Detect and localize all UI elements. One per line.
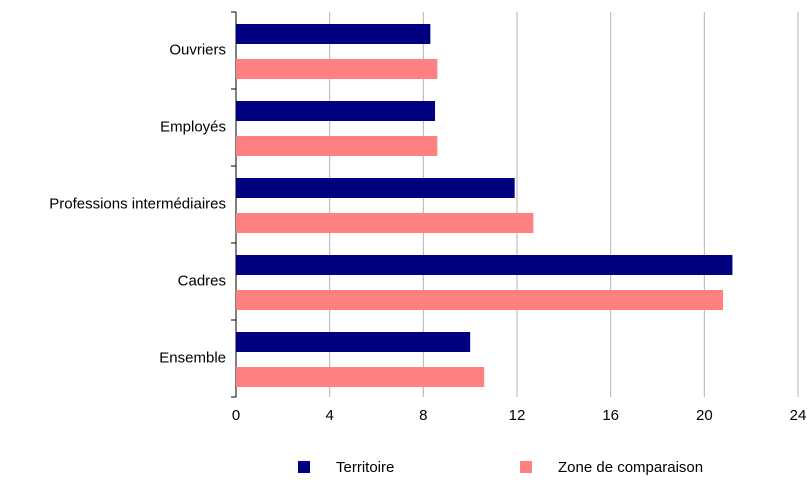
x-tick-label: 24 (790, 407, 807, 424)
legend-swatch (520, 461, 532, 473)
x-tick-label: 0 (232, 407, 240, 424)
x-tick-label: 8 (419, 407, 427, 424)
x-tick-label: 12 (509, 407, 526, 424)
legend-label: Territoire (336, 459, 394, 476)
bar (236, 59, 438, 79)
x-tick-label: 20 (696, 407, 713, 424)
bar (236, 101, 436, 121)
legend-swatch (298, 461, 310, 473)
bar (236, 367, 485, 387)
bar (236, 24, 431, 44)
bar (236, 213, 534, 233)
y-tick-label: Cadres (178, 272, 226, 289)
y-tick-label: Professions intermédiaires (49, 195, 226, 212)
bar (236, 290, 724, 310)
bar (236, 178, 515, 198)
bar (236, 255, 733, 275)
x-tick-label: 4 (325, 407, 333, 424)
legend-label: Zone de comparaison (558, 459, 703, 476)
x-tick-label: 16 (602, 407, 619, 424)
y-tick-label: Ouvriers (169, 41, 226, 58)
y-tick-label: Ensemble (159, 349, 226, 366)
bar (236, 136, 438, 156)
bar (236, 332, 471, 352)
y-tick-label: Employés (160, 118, 226, 135)
